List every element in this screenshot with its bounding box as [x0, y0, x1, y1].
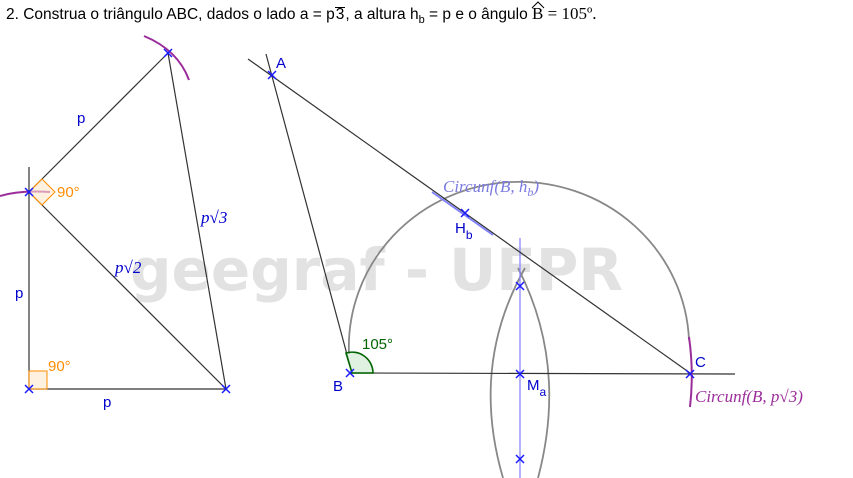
side-bc [349, 372, 736, 375]
bisector-arc-left [489, 267, 526, 478]
label-p-sqrt2: p√2 [114, 258, 142, 277]
label-ma-sub: a [540, 385, 547, 399]
point-a [267, 70, 277, 80]
label-circ-hb: Circunf(B, hb) [443, 177, 539, 199]
label-c: C [695, 354, 706, 371]
problem-text-4: = 105º. [543, 4, 597, 23]
label-angle-105: 105° [362, 336, 393, 353]
label-p-bottom: p [103, 394, 111, 411]
left-point-bottom-left [24, 384, 34, 394]
label-90-bottom: 90° [48, 358, 71, 375]
left-right-angle-bottom [28, 370, 48, 390]
angle-b-marker [345, 351, 374, 374]
left-point-top [163, 48, 173, 58]
watermark-text: geegraf - UFPR [130, 236, 623, 304]
label-90-top: 90° [57, 184, 80, 201]
sqrt-3: 3 [334, 6, 346, 23]
right-figure: A B C Hb Ma 105° Circunf(B, hb) Circunf(… [247, 53, 803, 478]
label-b: B [333, 378, 343, 395]
point-bisector-bottom [515, 454, 525, 464]
left-points [24, 48, 231, 394]
point-c [685, 369, 695, 379]
label-circ-hb-sub: b [527, 185, 533, 199]
left-top-arc [143, 35, 190, 81]
circle-b-psqrt3-arc [347, 180, 690, 355]
label-p-left: p [15, 285, 23, 302]
label-hb-sub: b [466, 228, 473, 242]
circle-b-hb-arc [431, 191, 494, 236]
label-circ-hb-main: Circunf(B, h [443, 177, 527, 196]
problem-text-2: , a altura h [345, 6, 419, 23]
left-top-side [28, 52, 169, 193]
left-diagonal-sqrt3 [167, 52, 227, 390]
bisector-arc-right [517, 267, 551, 478]
label-p-sqrt3: p√3 [200, 208, 227, 227]
angle-b-symbol: B [532, 4, 544, 23]
label-a: A [276, 55, 286, 72]
point-b [345, 368, 355, 378]
label-hb-main: H [455, 220, 466, 237]
label-circ-hb-end: ) [532, 177, 539, 196]
left-point-bottom-right [221, 384, 231, 394]
label-circ-psqrt3: Circunf(B, p√3) [695, 387, 803, 406]
left-figure: p p p p√2 p√3 90° 90° [0, 35, 231, 411]
side-ab [265, 53, 353, 374]
point-ma [515, 369, 525, 379]
problem-hb-subscript: b [418, 14, 425, 27]
point-hb [460, 208, 470, 218]
label-p-top: p [77, 110, 85, 127]
point-bisector-top [515, 281, 525, 291]
left-right-angle-top [28, 178, 56, 206]
left-point-mid [24, 187, 34, 197]
label-ma: Ma [527, 377, 547, 399]
left-diagonal-sqrt2 [28, 191, 227, 390]
label-hb: Hb [455, 220, 473, 242]
problem-text-1: 2. Construa o triângulo ABC, dados o lad… [6, 6, 335, 23]
right-points [267, 70, 695, 464]
problem-statement: 2. Construa o triângulo ABC, dados o lad… [6, 4, 596, 26]
problem-text-3: = p e o ângulo [424, 6, 533, 23]
label-ma-main: M [527, 377, 540, 394]
